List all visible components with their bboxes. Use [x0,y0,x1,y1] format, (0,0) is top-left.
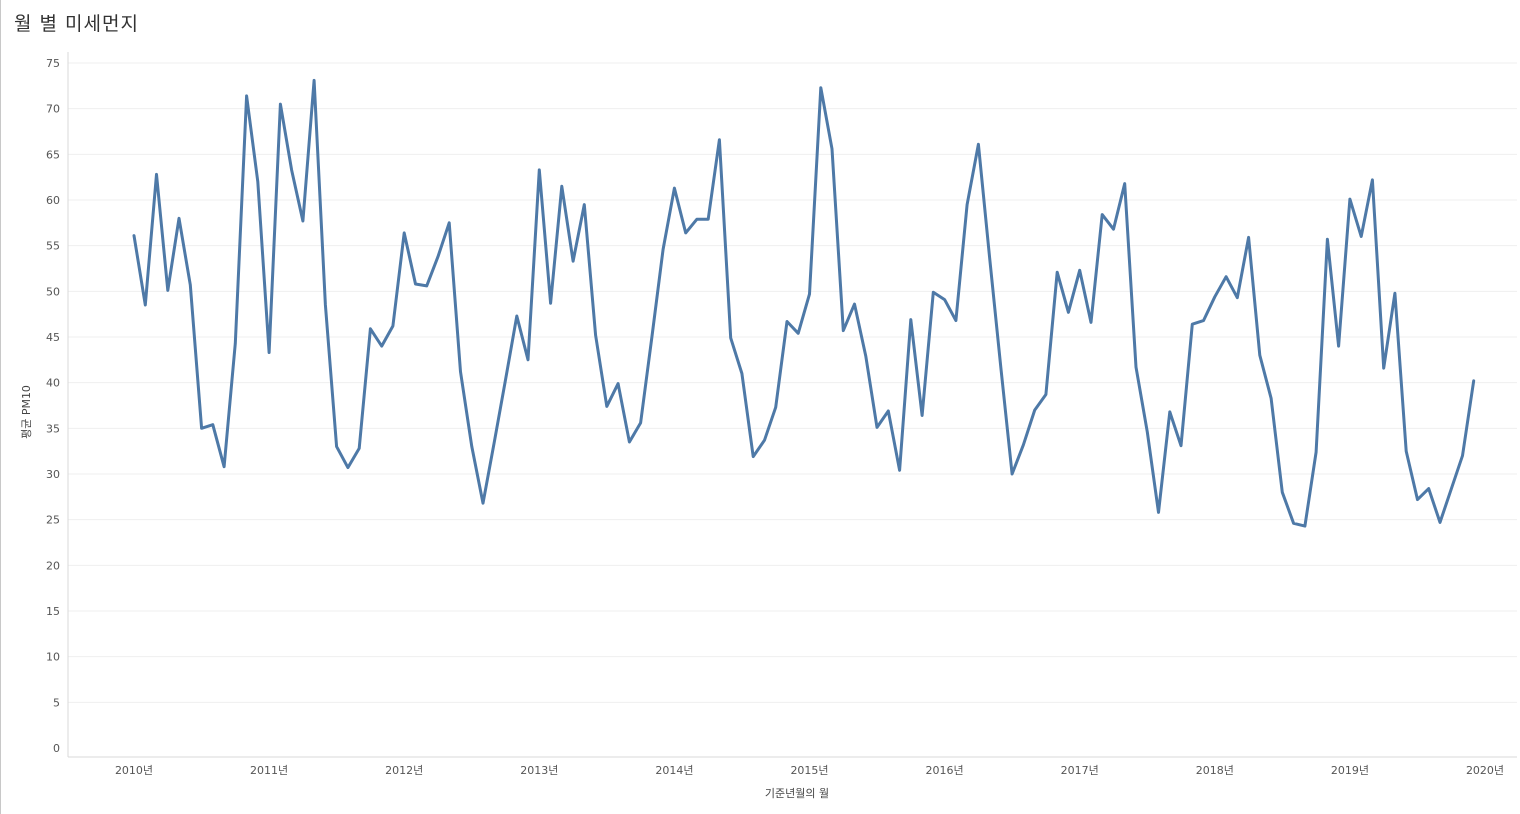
series-line [132,78,1476,528]
y-tick-label: 65 [46,148,60,161]
y-tick-label: 5 [53,696,60,709]
x-tick-label: 2012년 [385,764,423,777]
y-tick-label: 30 [46,468,60,481]
x-tick-label: 2010년 [115,764,153,777]
chart-title: 월 별 미세먼지 [14,13,139,35]
y-tick-label: 50 [46,285,60,298]
x-tick-label: 2015년 [790,764,828,777]
y-tick-label: 10 [46,651,60,664]
x-tick-label: 2011년 [250,764,288,777]
y-tick-label: 25 [46,514,60,527]
y-tick-label: 15 [46,605,60,618]
x-tick-label: 2019년 [1331,764,1369,777]
x-tick-label: 2016년 [926,764,964,777]
x-tick-label: 2017년 [1061,764,1099,777]
x-tick-label: 2018년 [1196,764,1234,777]
x-tick-label: 2013년 [520,764,558,777]
y-tick-label: 70 [46,103,60,116]
x-axis-title: 기준년월의 월 [765,787,829,800]
y-tick-label: 40 [46,377,60,390]
y-tick-label: 55 [46,240,60,253]
y-tick-label: 60 [46,194,60,207]
x-axis: 2010년 2011년 2012년 2013년 2014년 2015년 2016년 2017년… [68,756,1517,777]
y-axis: 0 5 10 15 20 25 30 35 40 45 50 55 60 65 70 75 [46,52,69,757]
y-tick-label: 45 [46,331,60,344]
y-axis-title: 평균 PM10 [20,385,33,439]
x-tick-label: 2020년 [1466,764,1504,777]
y-tick-label: 35 [46,422,60,435]
x-tick-label: 2014년 [655,764,693,777]
y-tick-label: 20 [46,559,60,572]
series-layer [132,78,1476,528]
y-tick-label: 75 [46,57,60,70]
gridlines [68,62,1517,703]
y-tick-label: 0 [53,742,60,755]
left-border [0,0,1,814]
